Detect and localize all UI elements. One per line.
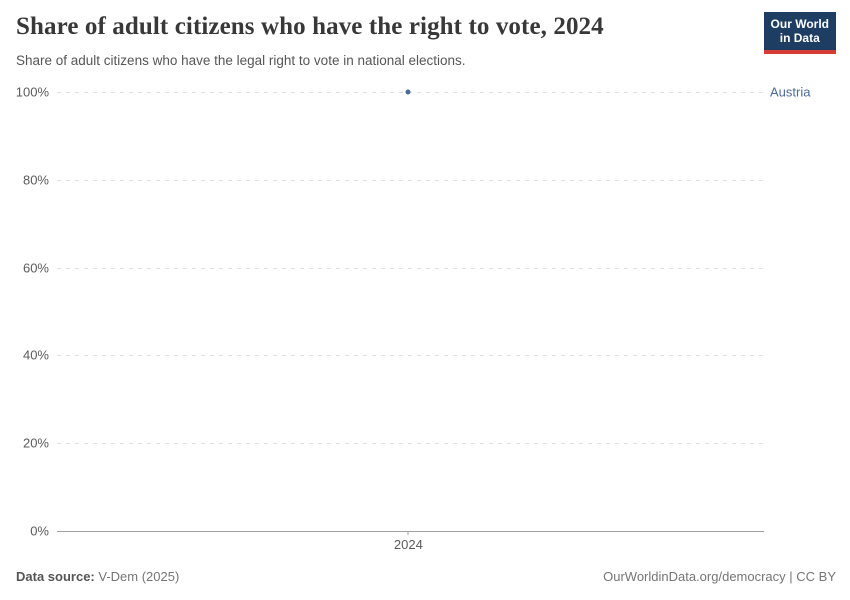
y-tick-label-0: 0% (30, 523, 49, 539)
data-point-austria-2024[interactable] (405, 89, 411, 95)
gridline-80 (57, 179, 764, 181)
data-source: Data source: V-Dem (2025) (16, 569, 179, 584)
data-source-label: Data source: (16, 569, 95, 584)
data-source-value: V-Dem (2025) (98, 569, 180, 584)
y-tick-label-20: 20% (22, 435, 49, 451)
gridline-60 (57, 267, 764, 269)
chart-subtitle: Share of adult citizens who have the leg… (16, 53, 466, 68)
owid-logo-line1: Our World (770, 17, 829, 31)
y-tick-label-80: 80% (22, 172, 49, 188)
chart-area: 0% 20% 40% 60% 80% 100% 2024 Austria (0, 85, 850, 562)
y-tick-label-40: 40% (22, 347, 49, 363)
owid-logo-line2: in Data (779, 31, 820, 46)
y-axis-labels: 0% 20% 40% 60% 80% 100% (0, 85, 49, 539)
gridline-20 (57, 443, 764, 445)
chart-title: Share of adult citizens who have the rig… (16, 13, 604, 40)
chart-footer: Data source: V-Dem (2025) OurWorldinData… (16, 569, 836, 584)
y-tick-label-60: 60% (22, 260, 49, 276)
series-label-austria[interactable]: Austria (770, 84, 811, 100)
license-credit-link[interactable]: OurWorldinData.org/democracy | CC BY (603, 569, 836, 584)
y-tick-label-100: 100% (15, 84, 49, 100)
x-axis-baseline (57, 531, 764, 532)
x-tick-label-2024: 2024 (393, 537, 423, 552)
owid-logo[interactable]: Our World in Data (763, 12, 836, 54)
gridline-40 (57, 355, 764, 357)
x-tick-mark-2024 (407, 531, 409, 535)
plot-area: 2024 (57, 89, 764, 552)
